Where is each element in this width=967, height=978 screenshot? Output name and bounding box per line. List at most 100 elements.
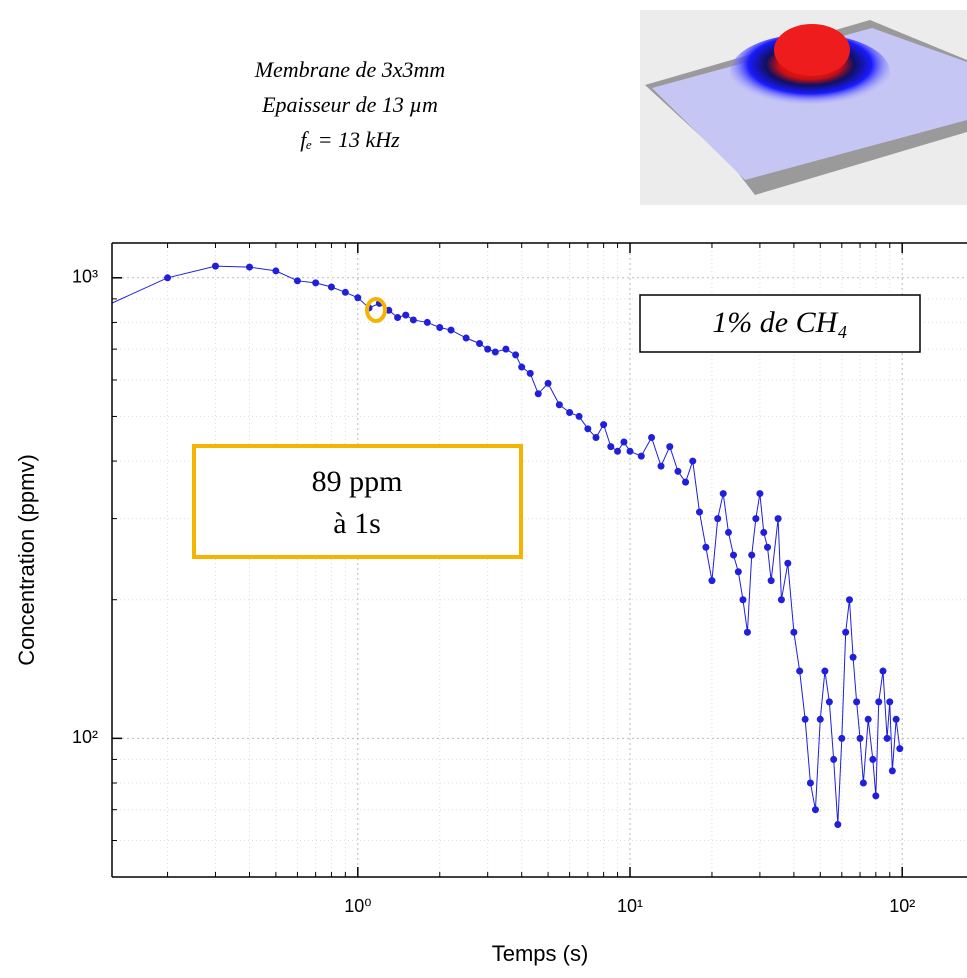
x-tick-label: 10⁰ [344, 896, 371, 916]
data-point [666, 443, 674, 451]
data-point [272, 267, 280, 275]
data-point [82, 312, 89, 319]
data-point [734, 568, 742, 576]
header-line: Membrane de 3x3mm [254, 57, 446, 82]
data-point [752, 515, 760, 523]
data-point [436, 323, 444, 331]
data-point [760, 528, 768, 536]
data-point [245, 263, 253, 271]
data-point [566, 408, 574, 416]
data-point [767, 577, 775, 585]
data-point [674, 467, 682, 475]
data-point [816, 715, 824, 723]
data-point [756, 490, 764, 498]
data-point [518, 363, 526, 371]
highlight-circle [365, 297, 387, 323]
axes: 10⁰ 10¹ 10² 10² 10³ [72, 242, 967, 916]
data-point [682, 478, 690, 486]
data-point [849, 653, 857, 661]
data-point [842, 628, 850, 636]
data-point [821, 667, 829, 675]
data-point [695, 508, 703, 516]
data-point [806, 779, 814, 787]
data-point [626, 447, 634, 455]
data-point [879, 667, 887, 675]
data-point [853, 698, 861, 706]
data-point [708, 577, 716, 585]
data-point [534, 390, 542, 398]
data-point [423, 318, 431, 326]
data-point [484, 345, 492, 353]
data-point [402, 311, 410, 319]
data-point [409, 316, 417, 324]
data-point [620, 438, 628, 446]
data-point [801, 715, 809, 723]
data-point [637, 452, 645, 460]
data-point [724, 528, 732, 536]
data-point [462, 334, 470, 342]
data-point [872, 792, 880, 800]
data-point [896, 745, 904, 753]
data-point [385, 306, 393, 314]
data-point [743, 628, 751, 636]
data-point [702, 543, 710, 551]
data-point [447, 326, 455, 334]
data-point [739, 596, 747, 604]
data-point [555, 401, 563, 409]
data-point [869, 755, 877, 763]
header-line: fₑ = 13 kHz [300, 127, 400, 152]
data-point [830, 755, 838, 763]
data-point [774, 515, 782, 523]
data-point [811, 806, 819, 814]
data-point [526, 369, 534, 377]
annotation-box [192, 444, 523, 559]
annotation: 1% de CH₄ [712, 306, 847, 339]
data-point [892, 715, 900, 723]
data-point [491, 348, 499, 356]
data-point [575, 412, 583, 420]
data-point [293, 277, 301, 285]
annotation: 89 ppm [312, 465, 403, 498]
data-point [648, 434, 656, 442]
plot-area [82, 262, 904, 829]
data-point [584, 425, 592, 433]
data-point [476, 340, 484, 348]
data-point [164, 274, 172, 282]
data-point [838, 734, 846, 742]
data-point [790, 628, 798, 636]
data-point [730, 551, 738, 559]
data-point [883, 734, 891, 742]
y-tick-label: 10² [72, 727, 98, 747]
data-point [327, 283, 335, 291]
annotation-box [639, 294, 921, 353]
inset-image [640, 10, 967, 205]
data-point [719, 490, 727, 498]
data-point [875, 698, 883, 706]
data-point [600, 421, 608, 429]
data-point [888, 767, 896, 775]
data-point [864, 715, 872, 723]
x-tick-label: 10² [889, 896, 915, 916]
header-line: Epaisseur de 13 µm [261, 92, 438, 117]
data-point [312, 279, 320, 287]
y-tick-label: 10³ [72, 267, 98, 287]
data-point [886, 698, 894, 706]
data-point [592, 434, 600, 442]
data-point [341, 288, 349, 296]
data-point [607, 443, 615, 451]
annotation: à 1s [333, 507, 381, 540]
data-point [211, 262, 219, 270]
data-point [394, 313, 402, 321]
data-point [825, 698, 833, 706]
data-point [856, 734, 864, 742]
data-point [859, 779, 867, 787]
data-point [512, 351, 520, 359]
data-point [714, 515, 722, 523]
data-point [784, 559, 792, 567]
data-point [796, 667, 804, 675]
x-axis-label: Temps (s) [492, 941, 589, 966]
data-point [657, 462, 665, 470]
x-tick-label: 10¹ [617, 896, 643, 916]
data-point [502, 345, 510, 353]
